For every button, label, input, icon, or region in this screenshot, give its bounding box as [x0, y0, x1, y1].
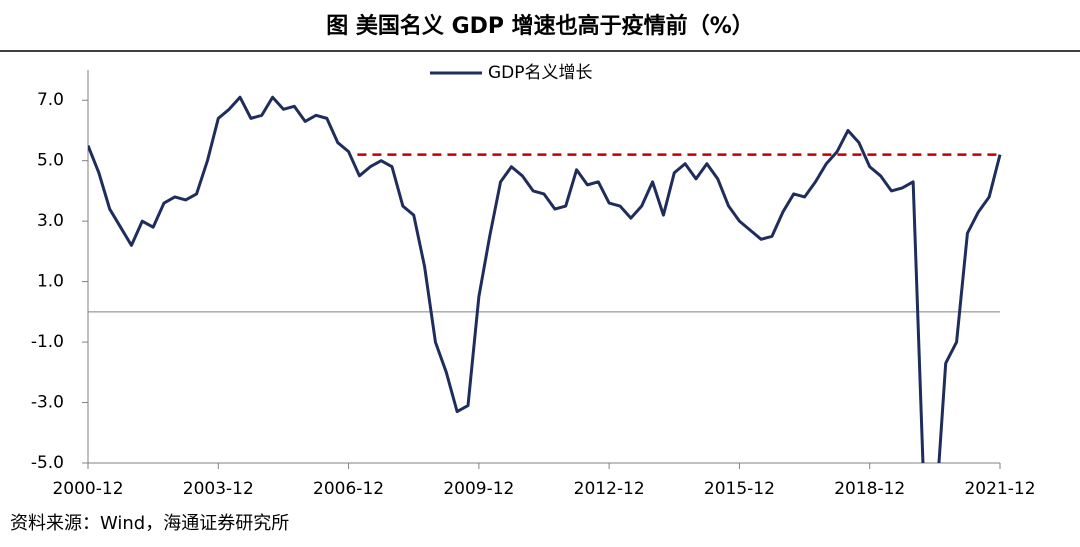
- line-series: [88, 95, 1002, 463]
- y-tick-label: -1.0: [31, 332, 64, 352]
- x-tick-label: 2018-12: [834, 479, 905, 499]
- y-tick-label: 1.0: [37, 272, 64, 292]
- x-tick-label: 2000-12: [52, 479, 123, 499]
- y-tick-label: 5.0: [37, 151, 64, 171]
- y-tick-label: -3.0: [31, 393, 64, 413]
- y-tick-label: 7.0: [37, 90, 64, 110]
- x-tick-label: 2012-12: [574, 479, 645, 499]
- x-tick-label: 2009-12: [443, 479, 514, 499]
- x-tick-label: 2006-12: [313, 479, 384, 499]
- y-tick-label: 3.0: [37, 211, 64, 231]
- source-note: 资料来源：Wind，海通证券研究所: [10, 513, 289, 534]
- legend-label: GDP名义增长: [488, 63, 593, 83]
- x-tick-label: 2021-12: [964, 479, 1035, 499]
- y-tick-label: -5.0: [31, 453, 64, 473]
- x-tick-label: 2003-12: [183, 479, 254, 499]
- chart-title: 图 美国名义 GDP 增速也高于疫情前（%）: [326, 13, 753, 39]
- x-tick-label: 2015-12: [704, 479, 775, 499]
